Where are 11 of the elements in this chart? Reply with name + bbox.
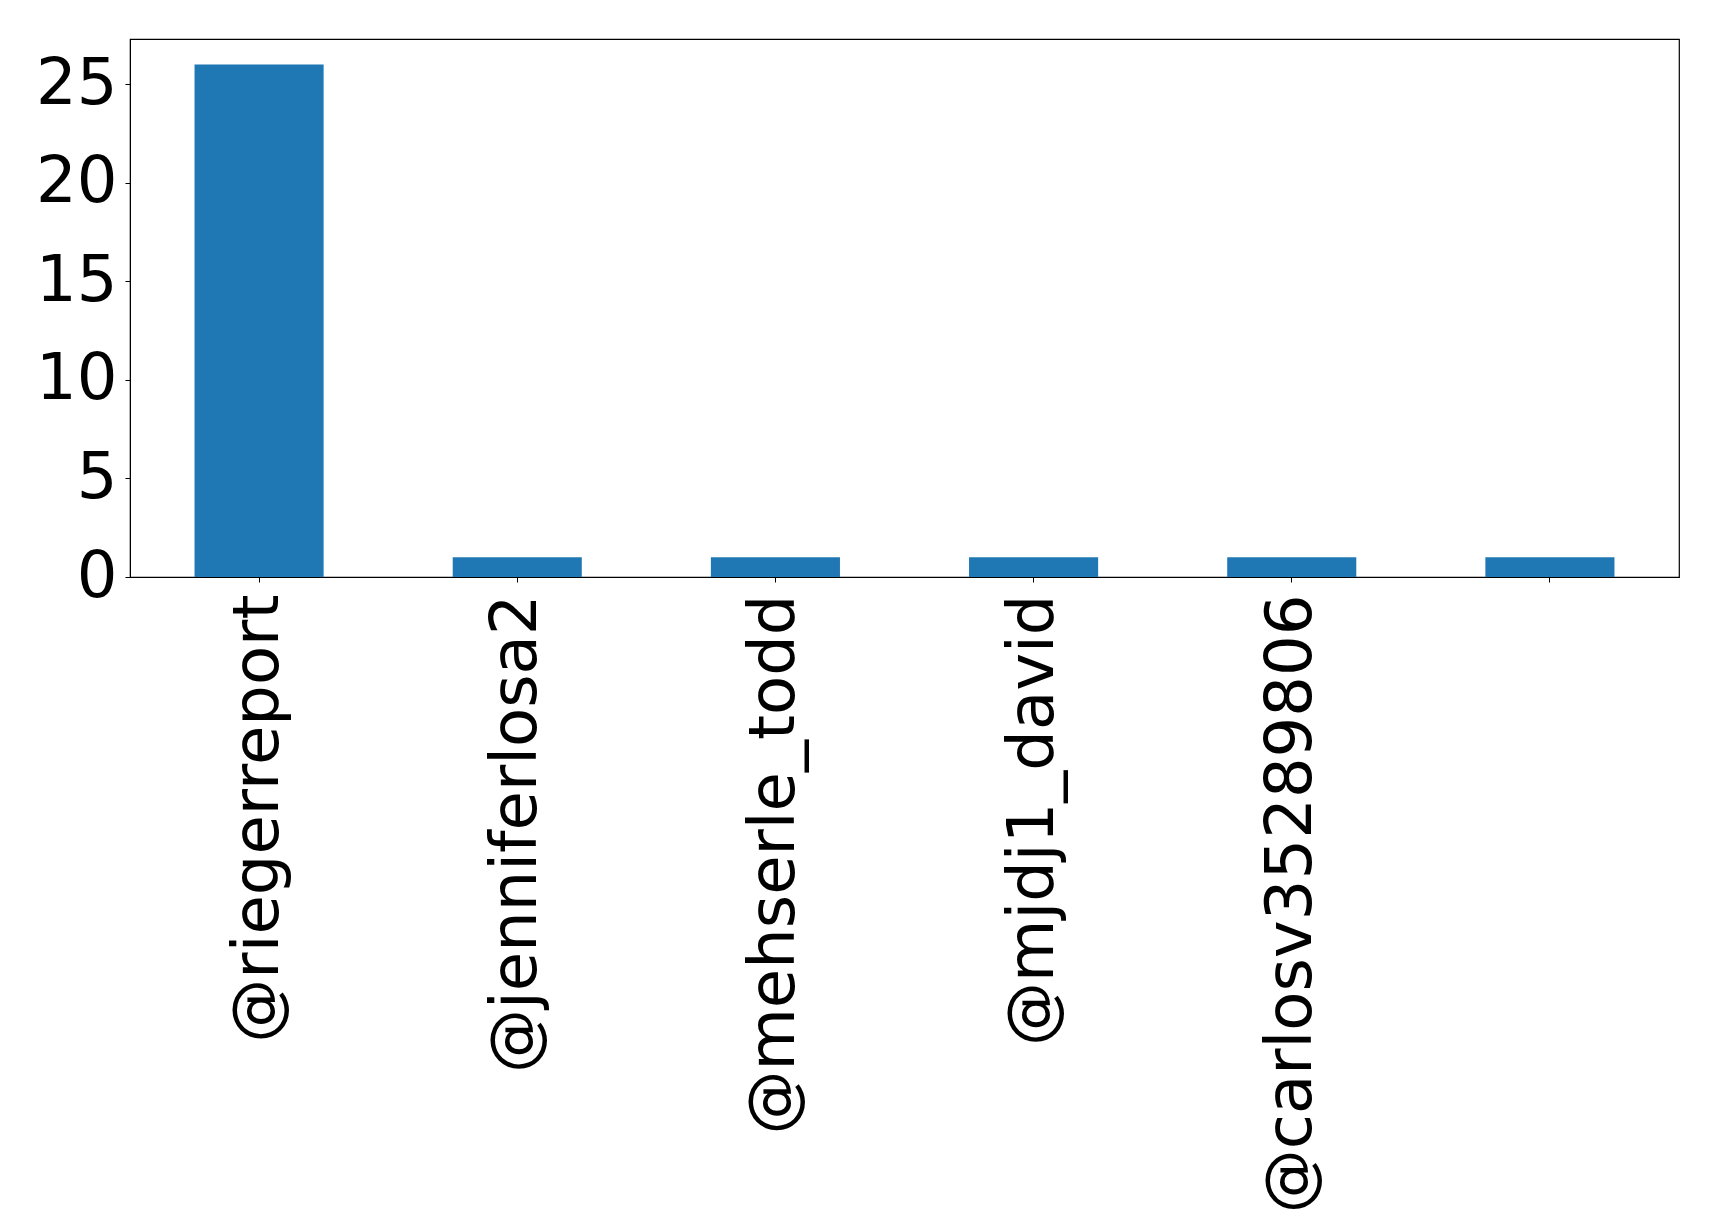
y-tick-label: 15: [36, 241, 118, 316]
y-tick-label: 0: [76, 537, 118, 612]
y-tick-label: 25: [36, 44, 118, 119]
x-tick-label: @jenniferlosa2: [477, 594, 552, 1073]
x-tick-label: @riegerreport: [219, 594, 294, 1043]
x-tick-label: @carlosv35289806: [1251, 594, 1326, 1214]
y-tick-label: 20: [36, 143, 118, 218]
y-tick-label: 5: [76, 438, 118, 513]
x-tick-label: @mjdj1_david: [993, 594, 1068, 1046]
x-tick-label: @mehserle_todd: [735, 594, 810, 1135]
y-tick-label: 10: [36, 340, 118, 415]
